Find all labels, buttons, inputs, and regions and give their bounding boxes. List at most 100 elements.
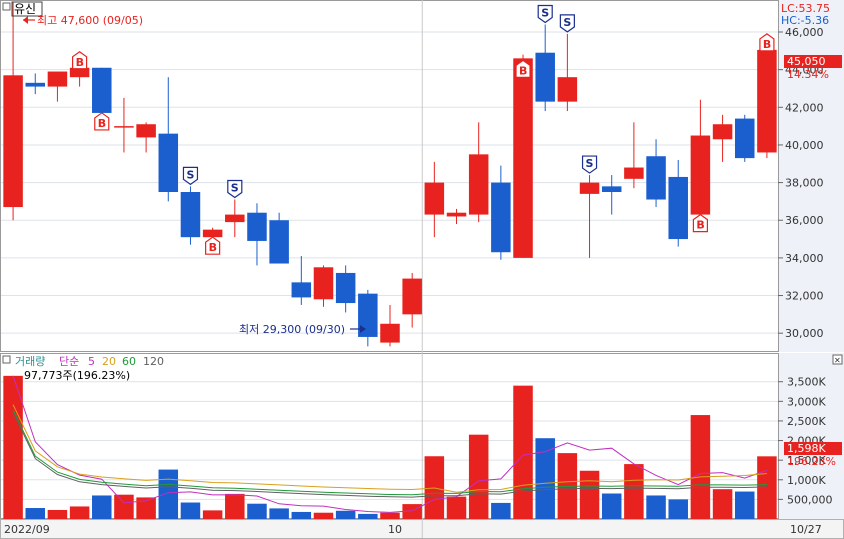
price-tick-label: 36,000 bbox=[785, 214, 824, 227]
price-tick-label: 38,000 bbox=[785, 177, 824, 190]
buy-signal-marker: B bbox=[205, 236, 221, 255]
min-annotation-text: 최저 29,300 (09/30) bbox=[239, 323, 345, 336]
candle-body bbox=[557, 77, 578, 102]
candle-body bbox=[313, 267, 334, 300]
volume-tick-label: 3,500K bbox=[787, 376, 826, 389]
volume-bar bbox=[69, 506, 90, 519]
candle-body bbox=[335, 272, 356, 304]
ma20-label: 20 bbox=[102, 355, 116, 368]
candle-body bbox=[734, 118, 755, 159]
sell-signal-marker: S bbox=[227, 179, 243, 199]
ma120-label: 120 bbox=[143, 355, 164, 368]
volume-bar bbox=[136, 497, 156, 519]
hc-label: HC:-5.36 bbox=[781, 14, 829, 27]
candle-body bbox=[25, 82, 46, 87]
volume-title: 거래량 bbox=[15, 355, 45, 368]
volume-axis: 3,500K3,000K2,500K2,000K1,500K1,000K500,… bbox=[778, 376, 833, 506]
price-tick-label: 40,000 bbox=[785, 139, 824, 152]
sell-signal-marker: S bbox=[182, 166, 199, 186]
volume-bar bbox=[491, 502, 511, 519]
volume-tick-label: 1,000K bbox=[787, 474, 826, 487]
volume-bar bbox=[335, 510, 356, 519]
signal-letter: S bbox=[563, 16, 571, 29]
volume-bar bbox=[624, 464, 644, 519]
candle-body bbox=[579, 182, 600, 194]
lc-label: LC:53.75 bbox=[781, 2, 830, 15]
volume-tick-label: 2,500K bbox=[787, 415, 826, 428]
signal-shape bbox=[692, 213, 708, 233]
candle-body bbox=[712, 124, 733, 140]
x-label-month: 10 bbox=[388, 523, 402, 536]
max-annotation-text: 최고 47,600 (09/05) bbox=[37, 14, 143, 27]
candle-body bbox=[513, 58, 533, 258]
ma60-line bbox=[12, 409, 767, 496]
sma-title: 단순 bbox=[59, 355, 79, 368]
candlestick-series bbox=[3, 1, 777, 347]
trade-signals: B B S B S B S S S B B bbox=[72, 4, 775, 255]
candle-body bbox=[69, 67, 90, 78]
close-icon[interactable]: ✕ bbox=[834, 356, 841, 365]
signal-letter: B bbox=[98, 117, 106, 130]
x-label-end: 10/27 bbox=[790, 523, 822, 536]
candle-body bbox=[291, 282, 312, 298]
candle-body bbox=[424, 182, 445, 215]
signal-letter: S bbox=[186, 168, 194, 181]
candle-body bbox=[468, 154, 489, 215]
signal-letter: B bbox=[209, 241, 217, 254]
stock-name: 유신 bbox=[14, 2, 36, 16]
volume-bar bbox=[358, 513, 378, 519]
volume-bar bbox=[269, 508, 289, 519]
volume-bar bbox=[690, 415, 711, 519]
candle-body bbox=[535, 52, 555, 102]
stock-name-box bbox=[11, 1, 43, 17]
ma60-label: 60 bbox=[122, 355, 136, 368]
candle-body bbox=[668, 176, 688, 240]
signal-shape bbox=[182, 166, 199, 186]
sell-signal-marker: S bbox=[537, 4, 553, 24]
volume-tick-label: 1,500K bbox=[787, 454, 826, 467]
price-tick-label: 46,000 bbox=[785, 26, 824, 39]
candle-body bbox=[3, 75, 23, 208]
candle-body bbox=[646, 156, 666, 200]
max-annotation: 최고 47,600 (09/05) bbox=[23, 14, 143, 27]
volume-panel-close[interactable] bbox=[832, 354, 843, 365]
volume-bar bbox=[579, 470, 600, 519]
signal-shape bbox=[759, 33, 775, 52]
price-tick-label: 42,000 bbox=[785, 101, 824, 114]
x-label-start: 2022/09 bbox=[4, 523, 50, 536]
candle-body bbox=[358, 293, 378, 337]
candle-body bbox=[47, 71, 68, 87]
volume-bar bbox=[757, 456, 777, 519]
volume-tick-label: 3,000K bbox=[787, 395, 826, 408]
volume-bar bbox=[158, 469, 179, 519]
change-percent: 14.34% bbox=[787, 68, 829, 81]
buy-signal-marker: B bbox=[692, 213, 708, 233]
price-tick-label: 32,000 bbox=[785, 290, 824, 303]
price-panel-toggle[interactable] bbox=[2, 2, 11, 11]
signal-shape bbox=[205, 236, 221, 255]
volume-bar bbox=[712, 489, 733, 519]
signal-letter: B bbox=[696, 219, 704, 232]
candle-body bbox=[402, 278, 422, 315]
buy-signal-marker: B bbox=[94, 112, 110, 131]
candle-body bbox=[180, 192, 201, 238]
ma120-line bbox=[12, 412, 767, 498]
sell-signal-marker: S bbox=[559, 14, 575, 33]
volume-bar bbox=[202, 510, 223, 519]
volume-bar bbox=[734, 491, 755, 519]
volume-panel-toggle[interactable] bbox=[2, 355, 11, 364]
moving-average-lines bbox=[12, 375, 768, 513]
volume-bar bbox=[513, 385, 533, 519]
signal-shape bbox=[72, 51, 88, 70]
candle-body bbox=[92, 67, 112, 113]
volume-bar bbox=[668, 499, 688, 519]
ma5-line bbox=[12, 375, 768, 513]
candle-body bbox=[601, 186, 622, 192]
signal-shape bbox=[537, 4, 553, 24]
volume-bar bbox=[47, 509, 68, 519]
signal-letter: S bbox=[541, 6, 549, 19]
volume-bar bbox=[446, 496, 467, 519]
candle-body bbox=[225, 214, 245, 223]
buy-signal-marker: B bbox=[72, 51, 88, 70]
